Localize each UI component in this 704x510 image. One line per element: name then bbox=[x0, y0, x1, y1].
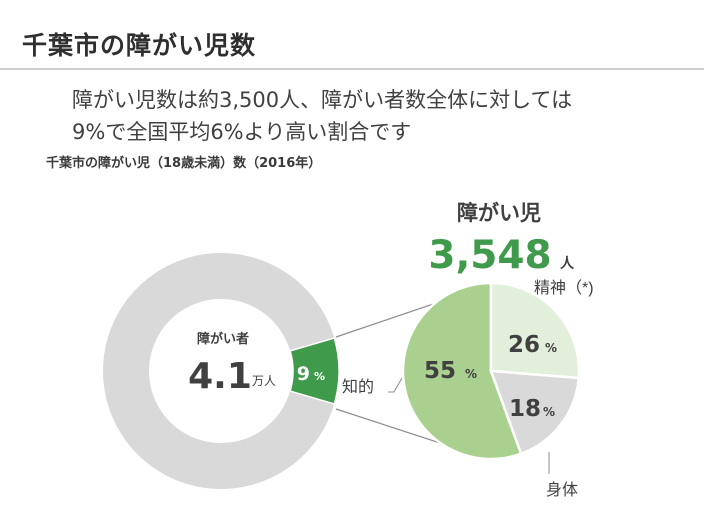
pie-slice-physical bbox=[489, 369, 581, 456]
intellectual-value: 55 bbox=[424, 358, 456, 384]
mental-value: 26 bbox=[508, 332, 540, 358]
donut-chart bbox=[103, 252, 340, 490]
title-divider bbox=[0, 68, 704, 70]
summary-text: 障がい児数は約3,500人、障がい者数全体に対しては 9%で全国平均6%より高い… bbox=[72, 84, 572, 148]
intellectual-label: 知的 bbox=[342, 378, 374, 396]
donut-center-unit: 万人 bbox=[252, 374, 276, 388]
chart-caption: 千葉市の障がい児（18歳未満）数（2016年） bbox=[46, 156, 322, 171]
summary-line-2: 9%で全国平均6%より高い割合です bbox=[72, 120, 412, 144]
mental-unit: % bbox=[545, 341, 557, 355]
donut-center-label: 障がい者 bbox=[197, 331, 249, 346]
breakdown-pie bbox=[401, 281, 581, 461]
pie-total-value: 3,548 bbox=[428, 233, 551, 278]
intellectual-unit: % bbox=[465, 367, 477, 381]
pie-slice-mental bbox=[489, 281, 581, 380]
pie-total-unit: 人 bbox=[560, 255, 575, 271]
pie-slice-intellectual bbox=[401, 281, 523, 461]
physical-value: 18 bbox=[509, 396, 541, 422]
donut-slice-value: 9 bbox=[297, 363, 310, 385]
donut-slice-unit: % bbox=[314, 370, 325, 383]
page-title: 千葉市の障がい児数 bbox=[22, 31, 257, 60]
physical-label: 身体 bbox=[546, 481, 578, 499]
pie-title: 障がい児 bbox=[457, 201, 541, 225]
summary-line-1: 障がい児数は約3,500人、障がい者数全体に対しては bbox=[72, 88, 573, 112]
donut-center-value: 4.1 bbox=[188, 356, 252, 397]
mental-label: 精神（*) bbox=[534, 279, 594, 297]
physical-unit: % bbox=[543, 405, 555, 419]
donut-slice-others bbox=[103, 252, 335, 490]
intellectual-leader-line bbox=[388, 377, 403, 393]
donut-slice-children bbox=[289, 337, 340, 405]
